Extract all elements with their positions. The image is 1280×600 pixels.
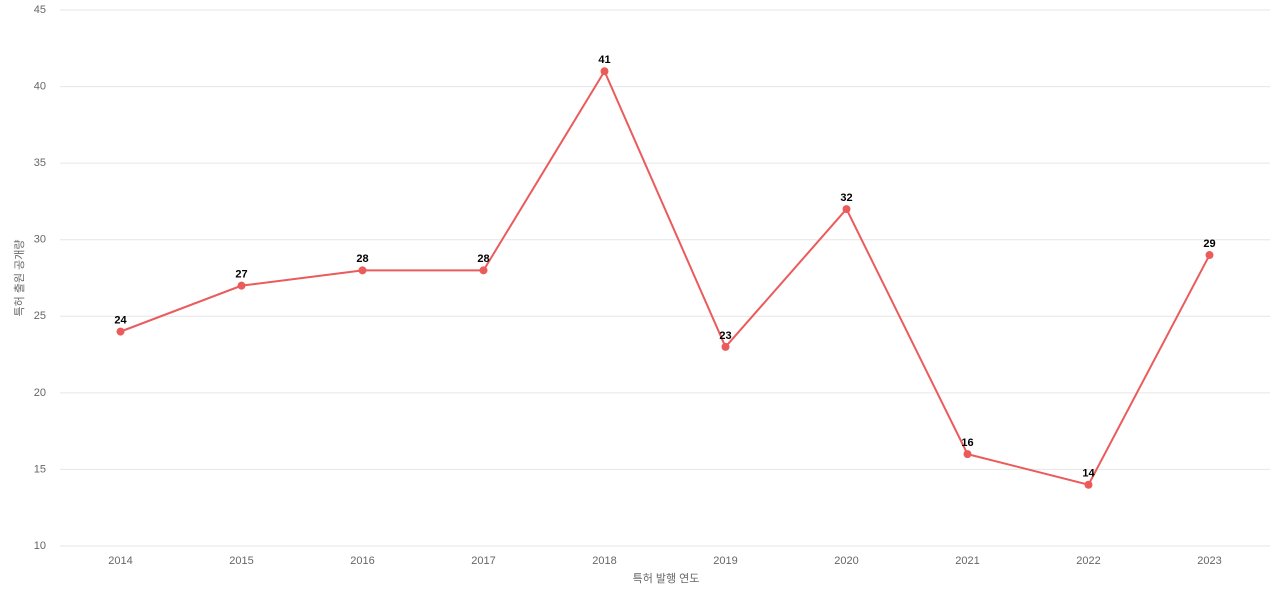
y-tick-label: 25 [34, 310, 46, 322]
y-tick-label: 35 [34, 157, 46, 169]
data-point [479, 266, 488, 275]
x-tick-label: 2016 [350, 555, 374, 567]
x-tick-label: 2014 [108, 555, 132, 567]
data-point [237, 281, 246, 290]
y-tick-label: 10 [34, 540, 46, 552]
x-axis-label: 특허 발행 연도 [633, 572, 700, 585]
x-tick-label: 2017 [471, 555, 495, 567]
data-point [963, 450, 972, 459]
data-point [842, 205, 851, 214]
x-tick-label: 2015 [229, 555, 253, 567]
y-tick-label: 45 [34, 4, 46, 16]
data-point [1084, 480, 1093, 489]
data-point [721, 342, 730, 351]
data-label: 24 [114, 315, 127, 327]
y-tick-label: 15 [34, 463, 46, 475]
y-tick-label: 40 [34, 80, 46, 92]
data-point [116, 327, 125, 336]
data-label: 32 [840, 192, 852, 204]
data-label: 29 [1203, 238, 1215, 250]
y-axis-label: 특허 출원 공개량 [13, 240, 26, 317]
x-tick-label: 2019 [713, 555, 737, 567]
data-label: 28 [356, 253, 368, 265]
data-label: 27 [235, 269, 247, 281]
x-tick-label: 2023 [1197, 555, 1221, 567]
x-tick-label: 2018 [592, 555, 616, 567]
data-point [1205, 251, 1214, 260]
series-line [120, 69, 1211, 486]
y-tick-label: 30 [34, 234, 46, 246]
x-tick-label: 2021 [955, 555, 979, 567]
data-label: 14 [1082, 468, 1095, 480]
data-label: 41 [598, 54, 610, 66]
x-tick-label: 2020 [834, 555, 858, 567]
data-label: 23 [719, 330, 731, 342]
data-point [358, 266, 367, 275]
data-label: 28 [477, 253, 489, 265]
x-tick-label: 2022 [1076, 555, 1100, 567]
data-point [600, 67, 609, 76]
y-tick-label: 20 [34, 387, 46, 399]
data-label: 16 [961, 437, 973, 449]
